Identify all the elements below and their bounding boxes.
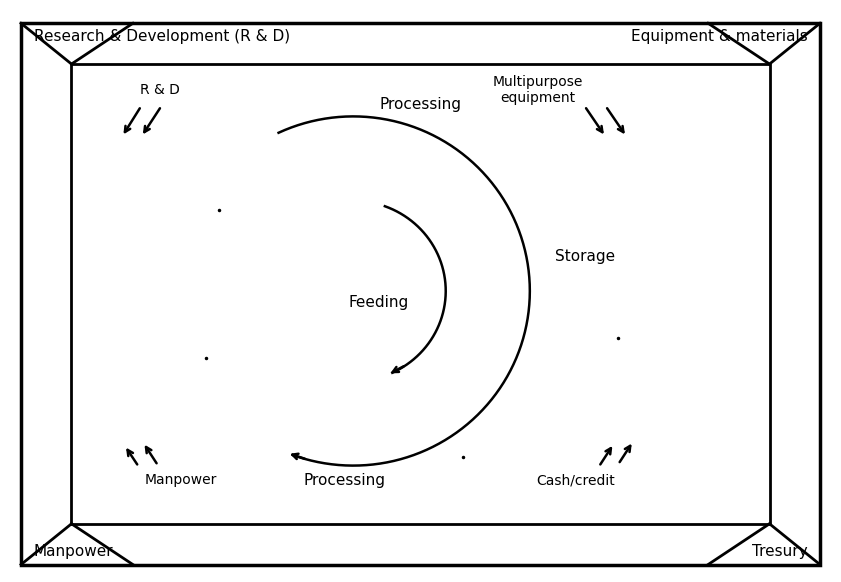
- Text: Feeding: Feeding: [348, 295, 409, 310]
- Text: Tresury: Tresury: [752, 544, 807, 559]
- Text: Cash/credit: Cash/credit: [537, 473, 616, 487]
- Text: Equipment & materials: Equipment & materials: [631, 29, 807, 44]
- Text: R & D: R & D: [140, 83, 180, 97]
- Bar: [71, 64, 770, 524]
- Text: Manpower: Manpower: [145, 473, 217, 487]
- Text: Research & Development (R & D): Research & Development (R & D): [34, 29, 290, 44]
- Text: Storage: Storage: [555, 249, 615, 264]
- Text: Multipurpose
equipment: Multipurpose equipment: [493, 75, 584, 105]
- Text: Processing: Processing: [379, 97, 462, 112]
- Text: Manpower: Manpower: [34, 544, 114, 559]
- Text: Processing: Processing: [304, 473, 386, 488]
